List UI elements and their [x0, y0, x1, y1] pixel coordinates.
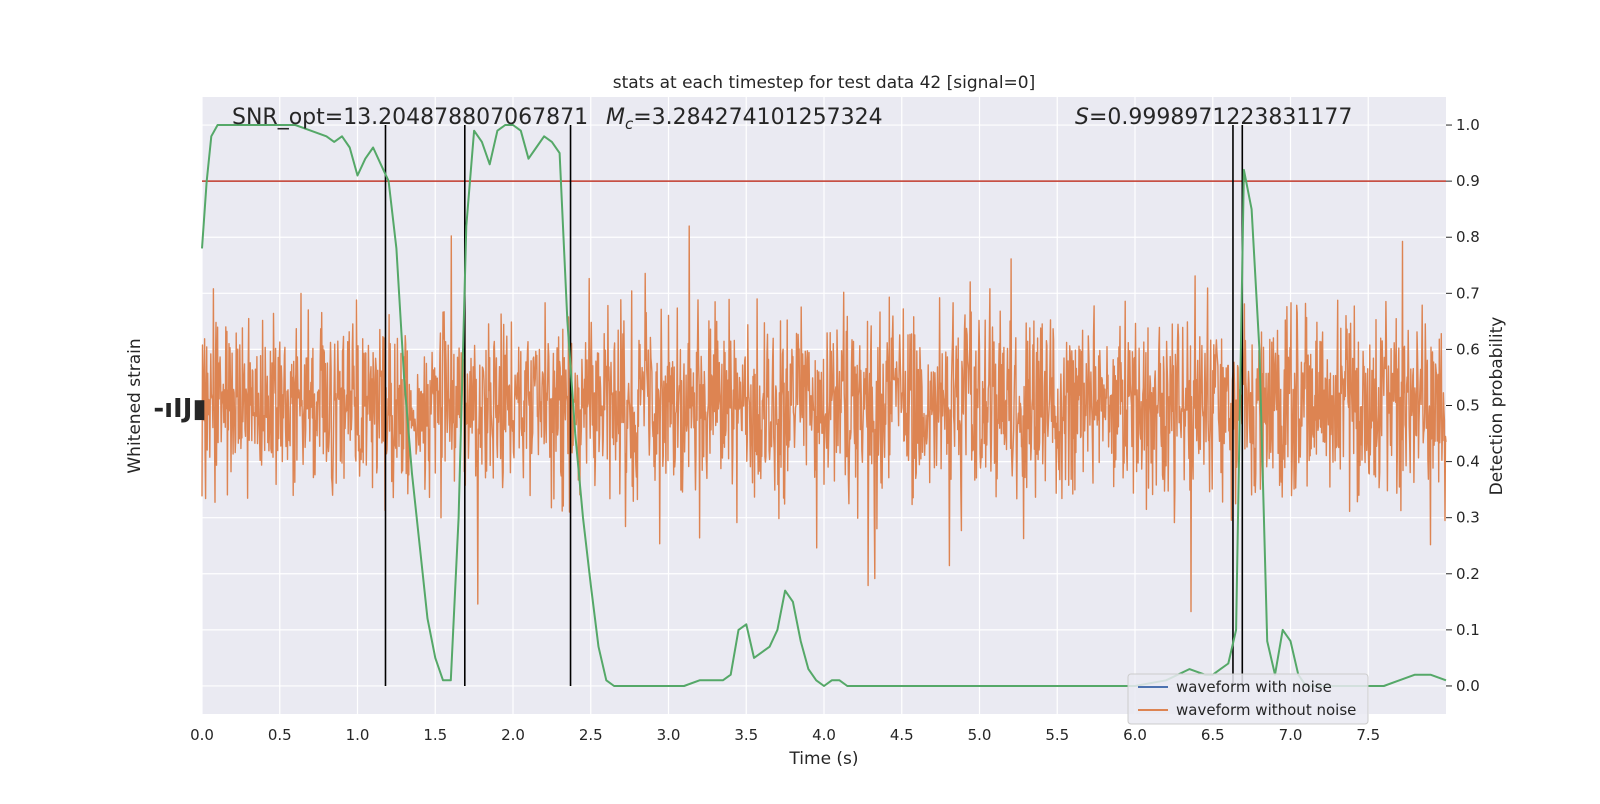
- x-tick-label: 2.0: [501, 726, 525, 744]
- x-tick-label: 4.5: [890, 726, 914, 744]
- x-tick-label: 6.0: [1123, 726, 1147, 744]
- right-tick-label: 0.9: [1456, 172, 1480, 190]
- score-annotation: S=0.9998971223831177: [1075, 105, 1352, 130]
- detection-probability-line: [201, 124, 1447, 687]
- left-axis-tick-labels: -ıIJ▮: [153, 394, 206, 424]
- x-tick-label: 7.0: [1279, 726, 1303, 744]
- x-tick-label: 3.5: [734, 726, 758, 744]
- chart-title: stats at each timestep for test data 42 …: [613, 73, 1036, 93]
- right-tick-label: 0.0: [1456, 677, 1480, 695]
- x-tick-label: 2.5: [579, 726, 603, 744]
- legend: waveform with noise waveform without noi…: [1127, 673, 1369, 725]
- x-axis-ticks: 0.0 0.5 1.0 1.5 2.0 2.5 3.0 3.5 4.0 4.5 5.0 5.5 6.0 6…: [190, 726, 1380, 744]
- right-tick-label: 0.6: [1456, 340, 1480, 358]
- x-tick-label: 1.0: [346, 726, 370, 744]
- snr-annotation: SNR_opt=13.204878807067871: [232, 105, 588, 130]
- x-tick-label: 0.0: [190, 726, 214, 744]
- right-tick-label: 0.8: [1456, 228, 1480, 246]
- right-y-axis-label: Detection probability: [1487, 317, 1507, 496]
- right-tick-label: 0.7: [1456, 284, 1480, 302]
- vertical-markers: [384, 125, 1244, 686]
- right-tick-label: 0.3: [1456, 509, 1480, 527]
- left-tick-overlap-glyph: -ıIJ▮: [153, 394, 206, 424]
- right-tick-label: 0.1: [1456, 621, 1480, 639]
- right-tick-label: 1.0: [1456, 116, 1480, 134]
- chirp-mass-annotation: Mc=3.284274101257324: [606, 105, 883, 133]
- right-tick-label: 0.4: [1456, 453, 1480, 471]
- legend-label-without-noise: waveform without noise: [1176, 701, 1356, 719]
- x-tick-label: 5.5: [1045, 726, 1069, 744]
- x-tick-label: 7.5: [1356, 726, 1380, 744]
- x-tick-label: 3.0: [657, 726, 681, 744]
- right-axis-ticks: 0.0 0.1 0.2 0.3 0.4 0.5 0.6 0.7 0.8 0.9 1.0: [1446, 116, 1480, 695]
- x-axis-label: Time (s): [788, 749, 858, 769]
- legend-box: [1127, 673, 1369, 725]
- x-tick-label: 1.5: [423, 726, 447, 744]
- x-tick-label: 0.5: [268, 726, 292, 744]
- legend-label-with-noise: waveform with noise: [1176, 678, 1332, 696]
- right-tick-label: 0.5: [1456, 397, 1480, 415]
- detection-probability-series: [201, 124, 1447, 687]
- left-y-axis-label: Whitened strain: [125, 338, 145, 473]
- x-tick-label: 4.0: [812, 726, 836, 744]
- x-tick-label: 5.0: [968, 726, 992, 744]
- right-tick-label: 0.2: [1456, 565, 1480, 583]
- x-tick-label: 6.5: [1201, 726, 1225, 744]
